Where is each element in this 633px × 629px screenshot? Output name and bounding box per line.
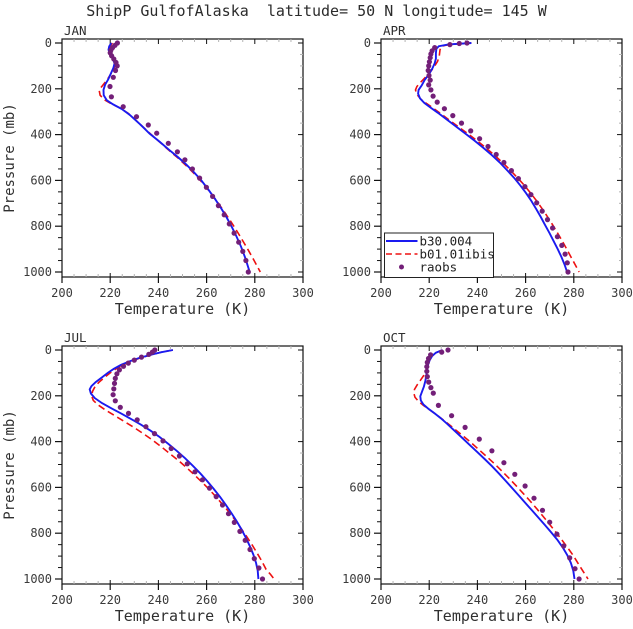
legend-entry-b01.01ibis: b01.01ibis [386, 247, 495, 262]
x-tick-label: 300 [611, 593, 633, 607]
y-ticks: 0 200 400 600 800 1000 [23, 343, 303, 586]
series-layer [414, 40, 580, 275]
x-tick-label: 200 [51, 286, 73, 300]
x-tick-label: 280 [563, 286, 585, 300]
dots-raobs [424, 347, 582, 582]
panel-jan: 200 220 240 260 280 300 0 200 400 600 800 1000 JAN Te… [2, 23, 314, 318]
y-tick-label: 600 [30, 173, 52, 187]
y-tick-label: 800 [349, 526, 371, 540]
legend-entry-b30.004: b30.004 [386, 234, 472, 249]
x-tick-label: 240 [467, 593, 489, 607]
y-tick-label: 800 [30, 526, 52, 540]
x-tick-label: 220 [99, 286, 121, 300]
panel-title: JAN [64, 23, 87, 38]
y-tick-label: 0 [364, 36, 371, 50]
plot-frame [380, 345, 623, 585]
y-tick-label: 200 [30, 389, 52, 403]
x-tick-label: 280 [244, 286, 266, 300]
legend-label: raobs [420, 260, 458, 275]
y-ticks: 0 200 400 600 800 1000 [342, 36, 622, 279]
x-tick-label: 260 [196, 593, 218, 607]
x-tick-label: 260 [196, 286, 218, 300]
y-tick-label: 800 [30, 219, 52, 233]
line-b30.004 [419, 349, 576, 580]
y-tick-label: 600 [30, 480, 52, 494]
y-axis-title: Pressure (mb) [2, 103, 18, 213]
x-tick-label: 200 [51, 593, 73, 607]
legend-dot-sample [399, 264, 404, 270]
x-tick-label: 300 [292, 593, 314, 607]
legend-label: b30.004 [420, 234, 473, 249]
y-tick-label: 0 [45, 36, 52, 50]
line-b01.01ibis [412, 349, 589, 580]
x-axis-title: Temperature (K) [434, 607, 569, 625]
panel-apr: 200 220 240 260 280 300 0 200 400 600 800 1000 APR Te… [342, 23, 633, 318]
line-b30.004 [417, 42, 568, 273]
x-tick-label: 260 [515, 286, 537, 300]
line-b01.01ibis [414, 42, 580, 273]
y-tick-label: 200 [30, 82, 52, 96]
x-tick-label: 240 [467, 286, 489, 300]
y-tick-label: 0 [45, 343, 52, 357]
x-tick-label: 220 [99, 593, 121, 607]
x-tick-label: 280 [563, 593, 585, 607]
x-ticks: 200 220 240 260 280 300 [370, 39, 633, 300]
x-tick-label: 200 [370, 593, 392, 607]
dots-raobs [425, 40, 571, 275]
x-axis-title: Temperature (K) [115, 300, 250, 318]
y-tick-label: 400 [349, 128, 371, 142]
x-tick-label: 260 [515, 593, 537, 607]
y-tick-label: 600 [349, 173, 371, 187]
y-tick-label: 400 [30, 128, 52, 142]
y-tick-label: 1000 [23, 265, 52, 279]
y-tick-label: 400 [30, 435, 52, 449]
x-axis-title: Temperature (K) [115, 607, 250, 625]
y-tick-label: 1000 [23, 572, 52, 586]
y-tick-label: 400 [349, 435, 371, 449]
y-tick-label: 200 [349, 82, 371, 96]
panel-jul: 200 220 240 260 280 300 0 200 400 600 800 1000 JUL Te… [2, 330, 314, 625]
figure-title: ShipP GulfofAlaska latitude= 50 N longit… [86, 2, 547, 20]
x-tick-label: 200 [370, 286, 392, 300]
series-layer [412, 347, 589, 582]
y-axis-title: Pressure (mb) [2, 410, 18, 520]
panel-title: APR [383, 23, 406, 38]
y-tick-label: 1000 [342, 265, 371, 279]
x-ticks: 200 220 240 260 280 300 [370, 346, 633, 607]
x-tick-label: 220 [418, 286, 440, 300]
x-ticks: 200 220 240 260 280 300 [51, 346, 314, 607]
x-tick-label: 240 [148, 286, 170, 300]
dots-raobs [107, 40, 251, 275]
x-tick-label: 280 [244, 593, 266, 607]
y-ticks: 0 200 400 600 800 1000 [342, 343, 622, 586]
panel-title: OCT [383, 330, 406, 345]
legend-label: b01.01ibis [420, 247, 495, 262]
y-tick-label: 1000 [342, 572, 371, 586]
x-tick-label: 300 [611, 286, 633, 300]
series-layer [98, 40, 262, 275]
plot-frame [61, 38, 304, 278]
legend-entry-raobs: raobs [399, 260, 457, 275]
y-tick-label: 800 [349, 219, 371, 233]
x-tick-label: 300 [292, 286, 314, 300]
x-ticks: 200 220 240 260 280 300 [51, 39, 314, 300]
y-tick-label: 0 [364, 343, 371, 357]
line-b01.01ibis [90, 349, 275, 580]
series-layer [88, 347, 275, 582]
panel-title: JUL [64, 330, 87, 345]
x-tick-label: 240 [148, 593, 170, 607]
panel-oct: 200 220 240 260 280 300 0 200 400 600 800 1000 OCT Te… [342, 330, 633, 625]
x-axis-title: Temperature (K) [434, 300, 569, 318]
y-tick-label: 200 [349, 389, 371, 403]
line-b30.004 [88, 349, 260, 580]
y-tick-label: 600 [349, 480, 371, 494]
dots-raobs [110, 347, 266, 582]
x-tick-label: 220 [418, 593, 440, 607]
y-ticks: 0 200 400 600 800 1000 [23, 36, 303, 279]
